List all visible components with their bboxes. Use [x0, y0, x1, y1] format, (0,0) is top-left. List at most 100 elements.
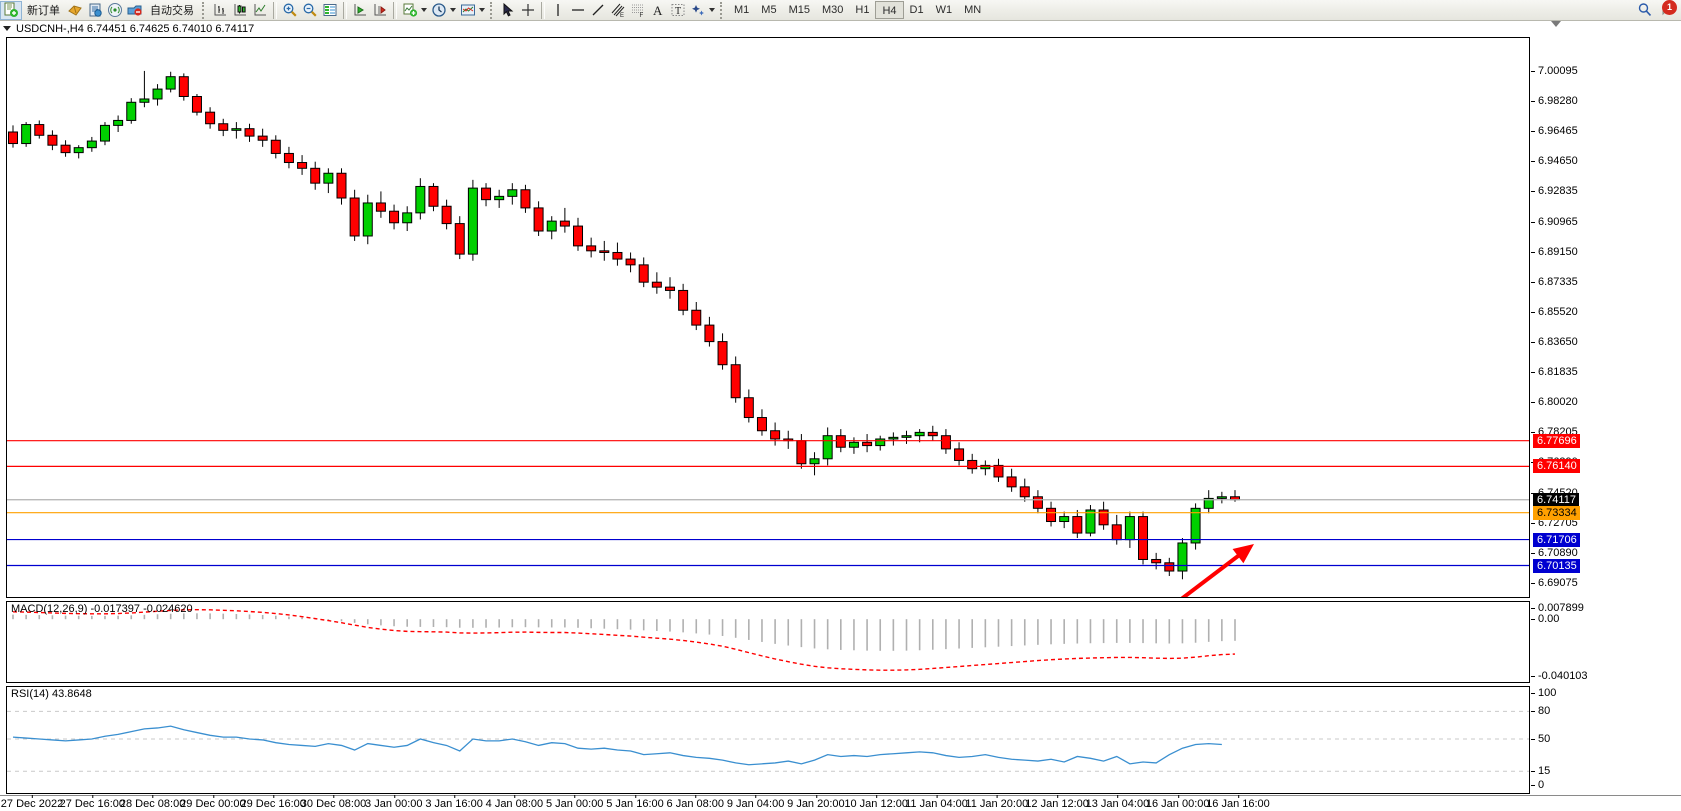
periods-dropdown-caret[interactable] [450, 8, 456, 12]
macd-series [12, 608, 1236, 671]
annotation-layer[interactable] [7, 38, 1529, 597]
macd-tick: 0.007899 [1531, 602, 1584, 614]
price-tag-last-price[interactable]: 6.74117 [1533, 492, 1579, 507]
signals-icon[interactable] [105, 1, 125, 20]
time-tick-label: 28 Dec 08:00 [119, 795, 186, 810]
templates-dropdown-caret[interactable] [479, 8, 485, 12]
cursor-icon[interactable] [498, 1, 518, 20]
chart-menu-caret-icon[interactable] [3, 26, 11, 31]
timeframe-m15[interactable]: M15 [788, 4, 810, 16]
toolbar-grip-timeframes[interactable] [720, 1, 725, 19]
autotrading-icon[interactable] [125, 1, 145, 20]
chart-shift-icon[interactable] [370, 1, 390, 20]
toolbar-separator-4 [541, 1, 545, 19]
macd-indicator-panel[interactable]: MACD(12,26,9) -0.017397 -0.024620 [6, 601, 1530, 683]
candlestick-chart-icon[interactable] [230, 1, 250, 20]
trendline-icon[interactable] [588, 1, 608, 20]
rsi-tick: 50 [1531, 733, 1550, 745]
time-tick-label: 27 Dec 2022 [0, 795, 64, 810]
chart-window: USDCNH-,H4 6.74451 6.74625 6.74010 6.741… [0, 21, 1681, 811]
zoom-in-icon[interactable] [280, 1, 300, 20]
price-tag-resistance[interactable]: 6.77696 [1533, 433, 1580, 448]
timeframe-h4[interactable]: H4 [875, 1, 904, 19]
toolbar-grip-charts[interactable] [202, 1, 207, 19]
macd-scale: 0.007899 0.00 -0.040103 [1531, 601, 1681, 683]
timeframe-m1[interactable]: M1 [734, 4, 750, 16]
price-tick: 6.83650 [1531, 336, 1578, 348]
fibonacci-icon[interactable]: F [628, 1, 648, 20]
notification-badge[interactable]: 1 [1662, 0, 1677, 15]
crosshair-icon[interactable] [518, 1, 538, 20]
price-tick: 6.81835 [1531, 366, 1578, 378]
time-tick-label: 3 Jan 16:00 [425, 795, 483, 810]
timeframe-h1[interactable]: H1 [855, 4, 870, 16]
time-tick-label: 4 Jan 08:00 [485, 795, 544, 810]
rsi-tick: 15 [1531, 765, 1550, 777]
autotrading-button[interactable]: 自动交易 [145, 1, 199, 20]
price-tick: 7.00095 [1531, 65, 1578, 77]
price-tag-support[interactable]: 6.73334 [1533, 505, 1580, 520]
symbol-ohlc-text: USDCNH-,H4 6.74451 6.74625 6.74010 6.741… [16, 22, 255, 35]
line-chart-icon[interactable] [250, 1, 270, 20]
price-tick: 6.94650 [1531, 155, 1578, 167]
text-icon[interactable]: A [648, 1, 668, 20]
price-tick: 6.72705 [1531, 517, 1578, 529]
rsi-indicator-panel[interactable]: RSI(14) 43.8648 [6, 686, 1530, 794]
time-tick-label: 29 Dec 16:00 [240, 795, 306, 810]
main-toolbar: 新订单 [0, 0, 1681, 21]
time-tick-label: 30 Dec 08:00 [300, 795, 367, 810]
zoom-out-icon[interactable] [300, 1, 320, 20]
search-icon[interactable] [1635, 1, 1655, 20]
autotrading-label: 自动交易 [150, 5, 194, 17]
shapes-icon[interactable] [688, 1, 708, 20]
time-tick-label: 6 Jan 08:00 [666, 795, 725, 810]
expert-advisor-icon[interactable] [65, 1, 85, 20]
chart-scroll-marker[interactable] [1551, 21, 1561, 27]
text-label-icon[interactable]: T [668, 1, 688, 20]
timeframe-mn[interactable]: MN [964, 4, 982, 16]
market-watch-icon[interactable] [85, 1, 105, 20]
templates-icon[interactable] [458, 1, 478, 20]
time-tick-label: 10 Jan 12:00 [844, 795, 908, 810]
timeframe-d1[interactable]: D1 [909, 4, 924, 16]
rsi-tick: 100 [1531, 687, 1556, 699]
horizontal-line-icon[interactable] [568, 1, 588, 20]
timeframe-m30[interactable]: M30 [821, 4, 844, 16]
vertical-line-icon[interactable] [548, 1, 568, 20]
price-tick: 6.69075 [1531, 577, 1578, 589]
new-order-icon[interactable] [0, 0, 22, 20]
toolbar-separator [273, 1, 277, 19]
new-order-label: 新订单 [27, 5, 60, 17]
time-tick-label: 9 Jan 20:00 [787, 795, 845, 810]
shapes-dropdown-caret[interactable] [709, 8, 715, 12]
periods-icon[interactable] [429, 1, 449, 20]
equidistant-channel-icon[interactable]: E [608, 1, 628, 20]
price-tag-support[interactable]: 6.71706 [1533, 532, 1580, 547]
bullish-arrow [1180, 544, 1254, 597]
price-tag-support[interactable]: 6.70135 [1533, 558, 1580, 573]
timeframe-w1[interactable]: W1 [935, 4, 953, 16]
rsi-tick: 0 [1531, 779, 1544, 791]
time-tick-label: 16 Jan 16:00 [1206, 795, 1270, 810]
indicators-icon[interactable] [400, 1, 420, 20]
bar-chart-icon[interactable] [210, 1, 230, 20]
toolbar-group-charts [210, 0, 487, 21]
candlestick-series [7, 70, 1529, 580]
price-tag-resistance[interactable]: 6.76140 [1533, 459, 1580, 474]
time-tick-label: 5 Jan 16:00 [606, 795, 664, 810]
time-tick-label: 3 Jan 00:00 [365, 795, 423, 810]
auto-scroll-icon[interactable] [350, 1, 370, 20]
indicators-dropdown-caret[interactable] [421, 8, 427, 12]
timeframe-m5[interactable]: M5 [761, 4, 777, 16]
alerts-icon[interactable]: 1 [1655, 0, 1681, 20]
price-tick: 6.98280 [1531, 95, 1578, 107]
toolbar-grip-tools[interactable] [490, 1, 495, 19]
price-tick: 6.89150 [1531, 246, 1578, 258]
new-order-button[interactable]: 新订单 [22, 1, 65, 20]
rsi-tick: 80 [1531, 705, 1550, 717]
time-tick-label: 27 Dec 16:00 [59, 795, 126, 810]
price-scale[interactable]: 7.00095 6.98280 6.96465 6.94650 6.92835 6.909… [1531, 37, 1681, 598]
data-window-icon[interactable] [320, 1, 340, 20]
price-chart-panel[interactable] [6, 37, 1530, 598]
time-axis[interactable]: 27 Dec 2022 27 Dec 16:00 28 Dec 08:00 29 De… [0, 795, 1681, 811]
